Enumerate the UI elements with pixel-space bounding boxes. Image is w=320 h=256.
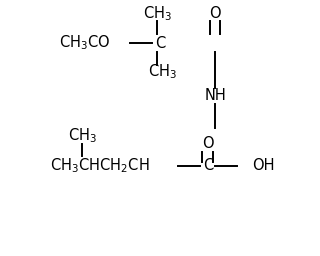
Text: CH$_3$CHCH$_2$CH: CH$_3$CHCH$_2$CH xyxy=(50,157,150,175)
Text: OH: OH xyxy=(252,158,275,174)
Text: O: O xyxy=(202,136,214,152)
Text: CH$_3$CO: CH$_3$CO xyxy=(59,34,111,52)
Text: CH$_3$: CH$_3$ xyxy=(68,127,97,145)
Text: C: C xyxy=(155,36,165,50)
Text: CH$_3$: CH$_3$ xyxy=(148,63,177,81)
Text: NH: NH xyxy=(204,89,226,103)
Text: C: C xyxy=(203,158,213,174)
Text: O: O xyxy=(209,6,221,22)
Text: CH$_3$: CH$_3$ xyxy=(142,5,172,23)
